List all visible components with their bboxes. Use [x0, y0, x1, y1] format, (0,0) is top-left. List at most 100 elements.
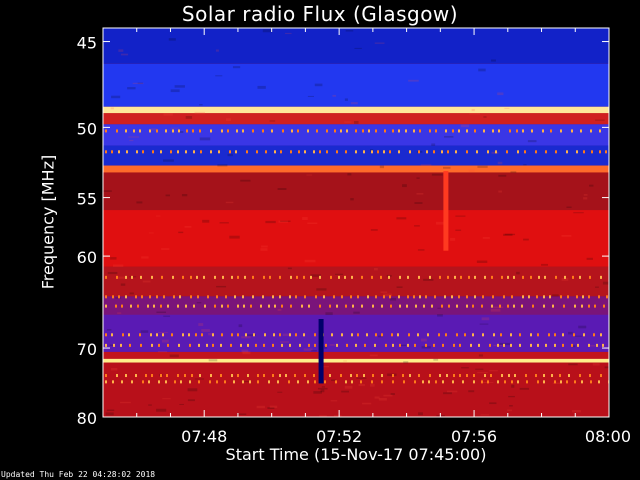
noise-speckle [199, 104, 203, 106]
interference-dot [350, 374, 352, 378]
interference-dot [594, 304, 596, 308]
interference-dot [381, 374, 383, 378]
noise-speckle [120, 53, 129, 56]
interference-dot [129, 343, 131, 347]
noise-speckle [320, 389, 325, 393]
interference-dot [298, 150, 300, 154]
interference-dot [163, 295, 165, 299]
burst-streak [443, 171, 449, 251]
interference-dot [245, 333, 247, 337]
noise-speckle [163, 315, 171, 317]
noise-speckle [482, 237, 490, 239]
interference-dot [252, 295, 254, 299]
interference-dot [137, 304, 139, 308]
noise-speckle [350, 102, 358, 105]
noise-speckle [480, 414, 490, 416]
noise-speckle [586, 257, 593, 260]
interference-dot [220, 374, 222, 378]
noise-speckle [374, 42, 385, 44]
interference-dot [206, 343, 208, 347]
interference-dot [563, 304, 565, 308]
interference-dot [487, 150, 489, 154]
interference-dot [363, 374, 365, 378]
interference-dot [481, 304, 483, 308]
interference-dot [606, 295, 608, 299]
noise-speckle [491, 59, 496, 62]
interference-dot [149, 129, 151, 133]
interference-dot [355, 150, 357, 154]
noise-speckle [163, 159, 174, 162]
interference-dot [466, 295, 468, 299]
noise-speckle [469, 112, 481, 115]
interference-dot [331, 333, 333, 337]
interference-dot [193, 304, 195, 308]
interference-dot [199, 374, 201, 378]
noise-speckle [345, 30, 354, 32]
noise-speckle [157, 331, 168, 333]
interference-dot [598, 295, 600, 299]
interference-dot [142, 150, 144, 154]
interference-dot [590, 380, 592, 384]
interference-dot [136, 150, 138, 154]
noise-speckle [396, 286, 403, 288]
interference-dot [350, 295, 352, 299]
interference-dot [532, 304, 534, 308]
interference-dot [434, 295, 436, 299]
interference-dot [455, 150, 457, 154]
interference-dot [335, 380, 337, 384]
interference-dot [133, 129, 135, 133]
interference-dot [128, 333, 130, 337]
noise-speckle [354, 120, 359, 124]
interference-dot [600, 333, 602, 337]
interference-dot [608, 380, 609, 384]
interference-dot [210, 374, 212, 378]
y-tick-label: 45 [77, 34, 97, 53]
interference-dot [391, 333, 393, 337]
noise-speckle [269, 120, 276, 122]
interference-dot [510, 333, 512, 337]
interference-dot [462, 380, 464, 384]
noise-speckle [343, 360, 347, 362]
interference-dot [225, 295, 227, 299]
interference-dot [537, 333, 539, 337]
interference-dot [231, 275, 233, 279]
interference-dot [385, 343, 387, 347]
interference-dot [242, 380, 244, 384]
interference-dot [113, 343, 115, 347]
noise-speckle [162, 398, 171, 400]
interference-dot [392, 343, 394, 347]
interference-dot [388, 275, 390, 279]
noise-speckle [219, 222, 229, 224]
noise-speckle [110, 257, 117, 260]
interference-dot [304, 295, 306, 299]
interference-dot [338, 275, 340, 279]
interference-dot [466, 150, 468, 154]
interference-dot [193, 150, 195, 154]
interference-dot [579, 275, 581, 279]
chart-title: Solar radio Flux (Glasgow) [181, 2, 459, 26]
noise-speckle [390, 393, 395, 396]
noise-speckle [481, 317, 490, 321]
interference-dot [190, 275, 192, 279]
interference-dot [545, 150, 547, 154]
interference-dot [153, 304, 155, 308]
interference-dot [442, 380, 444, 384]
noise-speckle [362, 402, 372, 405]
interference-dot [418, 150, 420, 154]
noise-speckle [225, 201, 234, 204]
noise-speckle [198, 323, 204, 326]
interference-dot [377, 150, 379, 154]
interference-dot [380, 275, 382, 279]
interference-dot [413, 129, 415, 133]
noise-speckle [117, 312, 122, 314]
noise-speckle [240, 179, 251, 182]
interference-dot [497, 380, 499, 384]
noise-speckle [481, 378, 489, 380]
interference-dot [291, 129, 293, 133]
interference-dot [307, 129, 309, 133]
interference-dot [495, 150, 497, 154]
interference-dot [280, 150, 282, 154]
interference-dot [351, 380, 353, 384]
noise-speckle [304, 259, 316, 263]
noise-speckle [471, 109, 475, 112]
